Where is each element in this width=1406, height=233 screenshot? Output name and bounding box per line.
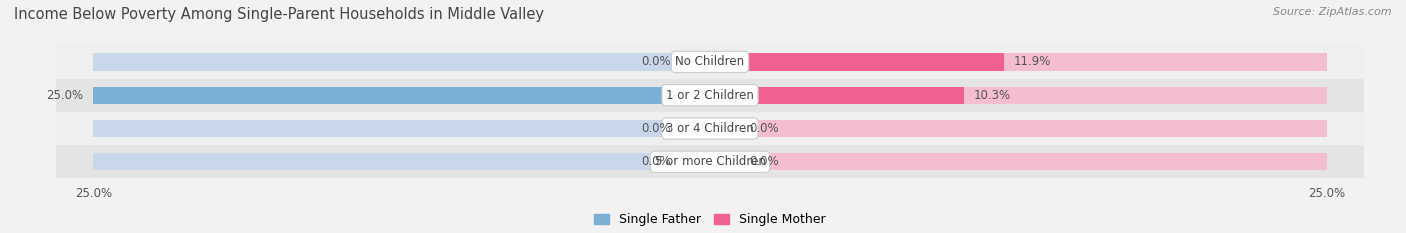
- Bar: [710, 86, 1327, 104]
- Bar: [93, 86, 710, 104]
- Text: 5 or more Children: 5 or more Children: [655, 155, 765, 168]
- Text: Source: ZipAtlas.com: Source: ZipAtlas.com: [1274, 7, 1392, 17]
- Bar: [56, 112, 1364, 145]
- Text: 25.0%: 25.0%: [46, 89, 83, 102]
- Bar: [681, 53, 710, 71]
- Bar: [710, 53, 1327, 71]
- Bar: [681, 120, 710, 137]
- Bar: [93, 86, 710, 104]
- Text: 3 or 4 Children: 3 or 4 Children: [666, 122, 754, 135]
- Bar: [93, 120, 710, 137]
- Text: 11.9%: 11.9%: [1014, 55, 1050, 69]
- Text: 1 or 2 Children: 1 or 2 Children: [666, 89, 754, 102]
- Bar: [93, 153, 710, 170]
- Legend: Single Father, Single Mother: Single Father, Single Mother: [595, 213, 825, 226]
- Text: 0.0%: 0.0%: [749, 122, 779, 135]
- Bar: [681, 153, 710, 170]
- Bar: [710, 153, 1327, 170]
- Bar: [56, 145, 1364, 178]
- Text: 0.0%: 0.0%: [749, 155, 779, 168]
- Text: 0.0%: 0.0%: [641, 55, 671, 69]
- Bar: [710, 53, 1004, 71]
- Text: 0.0%: 0.0%: [641, 155, 671, 168]
- Bar: [710, 86, 965, 104]
- Text: No Children: No Children: [675, 55, 745, 69]
- Bar: [710, 120, 1327, 137]
- Bar: [56, 79, 1364, 112]
- Bar: [710, 153, 740, 170]
- Text: Income Below Poverty Among Single-Parent Households in Middle Valley: Income Below Poverty Among Single-Parent…: [14, 7, 544, 22]
- Text: 10.3%: 10.3%: [974, 89, 1011, 102]
- Bar: [93, 53, 710, 71]
- Text: 0.0%: 0.0%: [641, 122, 671, 135]
- Bar: [710, 120, 740, 137]
- Bar: [56, 45, 1364, 79]
